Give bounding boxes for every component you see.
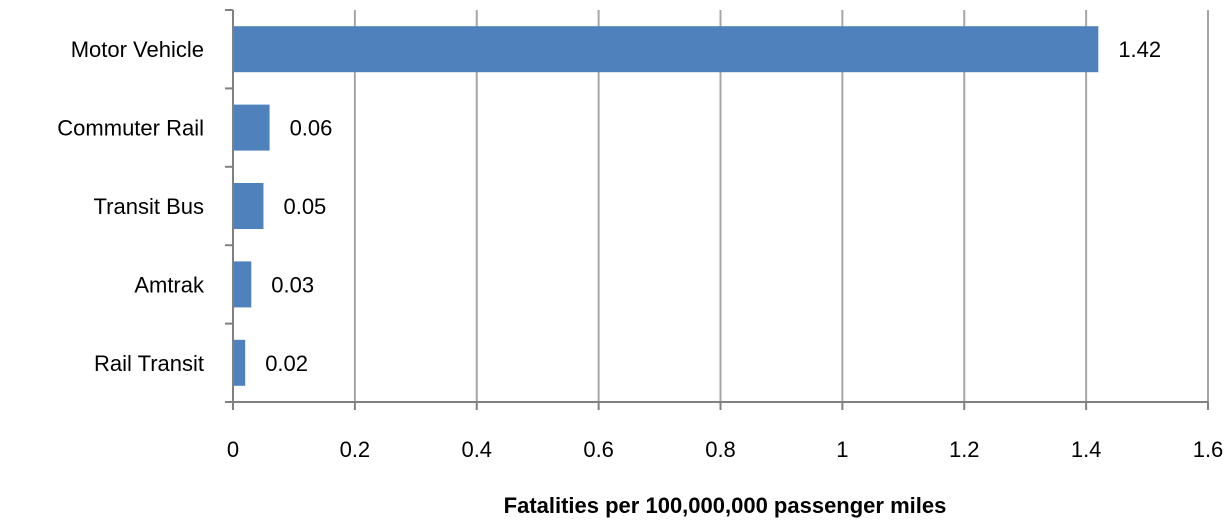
- bars: [233, 26, 1099, 386]
- grid-lines: [353, 10, 1209, 402]
- x-tick-label-7: 1.4: [1071, 437, 1102, 462]
- x-tick-label-2: 0.4: [461, 437, 492, 462]
- data-label-3: 0.03: [271, 272, 314, 297]
- category-label-0: Motor Vehicle: [71, 37, 204, 62]
- bar-amtrak: [233, 261, 252, 308]
- data-label-4: 0.02: [265, 351, 308, 376]
- x-tick-label-8: 1.6: [1193, 437, 1224, 462]
- x-axis-title: Fatalities per 100,000,000 passenger mil…: [504, 493, 947, 518]
- x-tick-label-1: 0.2: [340, 437, 371, 462]
- x-tick-label-0: 0: [227, 437, 239, 462]
- x-tick-label-6: 1.2: [949, 437, 980, 462]
- labels: 1.42 Motor Vehicle 0.06 Commuter Rail 0.05 Tr…: [57, 37, 1223, 462]
- bar-transit-bus: [233, 183, 264, 229]
- data-label-1: 0.06: [290, 116, 333, 141]
- bar-motor-vehicle: [233, 26, 1099, 73]
- category-label-3: Amtrak: [134, 272, 205, 297]
- bar-rail-transit: [233, 339, 246, 386]
- bar-commuter-rail: [233, 104, 270, 151]
- data-label-2: 0.05: [283, 194, 326, 219]
- data-label-0: 1.42: [1118, 37, 1161, 62]
- x-tick-label-3: 0.6: [583, 437, 614, 462]
- x-tick-label-4: 0.8: [705, 437, 736, 462]
- category-label-2: Transit Bus: [94, 194, 204, 219]
- x-tick-label-5: 1: [836, 437, 848, 462]
- category-label-4: Rail Transit: [94, 351, 204, 376]
- axes: [225, 9, 1209, 410]
- category-label-1: Commuter Rail: [57, 116, 204, 141]
